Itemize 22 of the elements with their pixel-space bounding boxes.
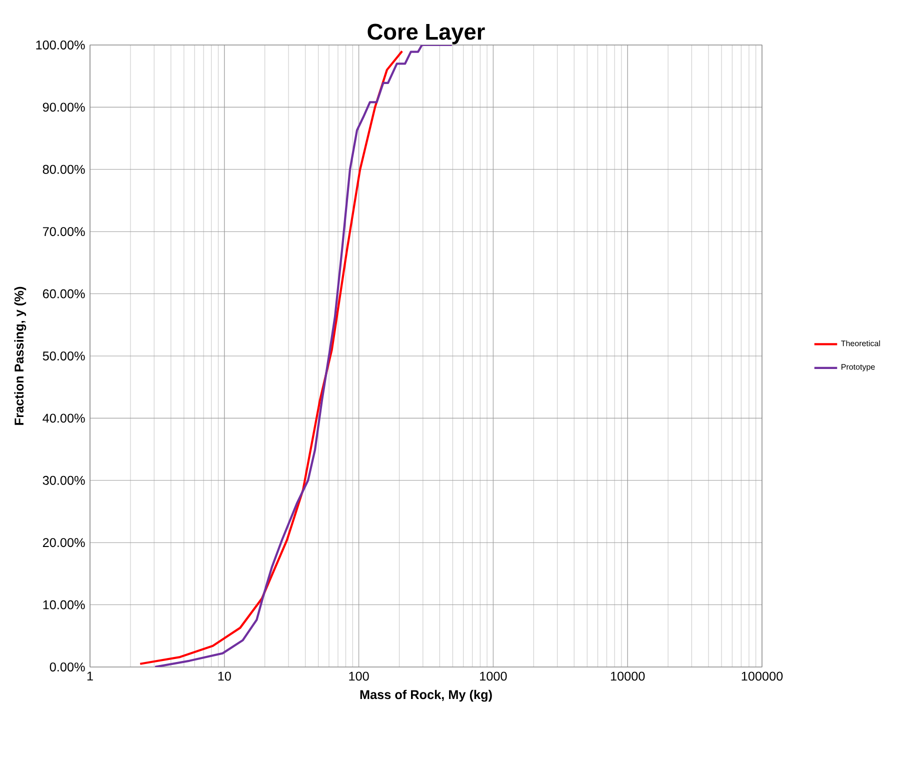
x-tick-label: 100 [349, 672, 369, 681]
x-tick-label: 10 [218, 672, 231, 681]
y-tick-label: 80.00% [42, 164, 85, 174]
x-tick-label: 10000 [610, 672, 645, 681]
y-tick-label: 70.00% [42, 227, 85, 236]
y-tick-label: 100.00% [36, 40, 85, 50]
y-axis-title: Fraction Passing, y (%) [14, 286, 26, 425]
y-tick-label: 10.00% [43, 600, 85, 610]
y-tick-label: 0.00% [50, 662, 85, 672]
x-tick-label: 100000 [742, 672, 783, 681]
y-tick-label: 90.00% [42, 102, 85, 112]
y-tick-label: 30.00% [42, 476, 85, 485]
chart-title: Core Layer [368, 24, 485, 44]
x-tick-label: 1 [87, 672, 93, 680]
x-axis-title: Mass of Rock, My (kg) [360, 690, 492, 702]
y-tick-label: 50.00% [42, 352, 85, 360]
y-tick-label: 40.00% [42, 414, 85, 423]
legend-label: Theoretical [841, 340, 880, 346]
x-tick-label: 1000 [480, 672, 507, 681]
y-tick-label: 60.00% [42, 289, 85, 298]
y-tick-label: 20.00% [42, 538, 85, 548]
legend-label: Prototype [842, 364, 875, 372]
